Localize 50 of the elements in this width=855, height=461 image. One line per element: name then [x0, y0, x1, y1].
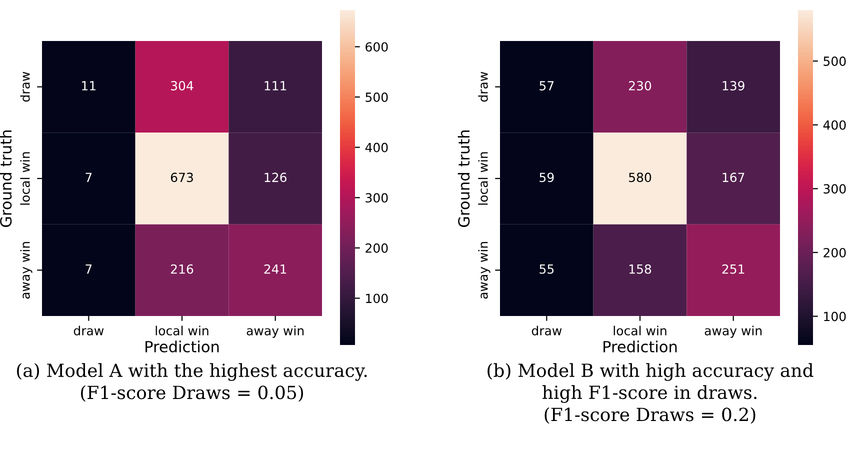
data-label: 241: [264, 264, 286, 274]
x-tick-label: local win: [156, 326, 208, 336]
color-bar-label: 300: [366, 193, 388, 203]
data-label: 167: [722, 172, 744, 182]
data-label: 304: [171, 81, 194, 90]
y-tick-label: away win: [20, 242, 32, 299]
y-axis-title: Ground truth: [0, 130, 12, 227]
x-axis-title: Prediction: [146, 340, 219, 352]
data-label: 7: [86, 172, 92, 182]
data-label: 11: [82, 81, 96, 90]
data-label: 57: [540, 81, 554, 90]
color-bar-label: 200: [824, 248, 846, 258]
x-tick-label: draw: [532, 326, 562, 336]
text: (a) Model A with the highest accuracy.: [17, 363, 367, 381]
color-bar-label: 100: [366, 294, 388, 304]
color-bar-label: 500: [366, 92, 388, 102]
text: (F1-score Draws = 0.2): [544, 407, 756, 424]
y-tick-label: local win: [478, 152, 488, 205]
data-label: 59: [540, 172, 554, 182]
x-tick-label: away win: [704, 326, 762, 338]
color-bar-label: 600: [366, 42, 388, 52]
x-tick-label: away win: [246, 326, 304, 338]
data-label: 55: [540, 264, 554, 274]
color-bar-label: 300: [824, 184, 846, 194]
data-label: 230: [628, 81, 652, 90]
y-tick-label: draw: [478, 72, 488, 102]
y-axis-title: Ground truth: [458, 130, 470, 227]
data-label: 111: [264, 81, 286, 90]
data-label: 251: [722, 264, 744, 274]
data-label: 580: [629, 172, 652, 182]
text: (F1-score Draws = 0.05): [80, 385, 304, 402]
color-bar-label: 200: [366, 243, 388, 253]
data-label: 7: [86, 264, 92, 274]
data-label: 216: [170, 264, 194, 274]
text: high F1-score in draws.: [542, 385, 756, 403]
x-tick-label: draw: [74, 326, 104, 336]
color-bar-label: 500: [824, 56, 846, 66]
data-label: 139: [722, 81, 744, 90]
y-tick-label: draw: [20, 72, 30, 102]
y-tick-label: away win: [478, 242, 490, 299]
data-label: 158: [629, 264, 652, 274]
y-tick-label: local win: [20, 152, 30, 205]
x-axis-title: Prediction: [604, 340, 677, 352]
color-bar-label: 400: [365, 142, 388, 152]
data-label: 673: [170, 172, 193, 182]
x-tick-label: local win: [614, 326, 666, 336]
data-label: 126: [264, 172, 286, 182]
text: (b) Model B with high accuracy and: [488, 363, 814, 381]
color-bar-label: 100: [824, 312, 846, 322]
color-bar-label: 400: [823, 120, 846, 130]
